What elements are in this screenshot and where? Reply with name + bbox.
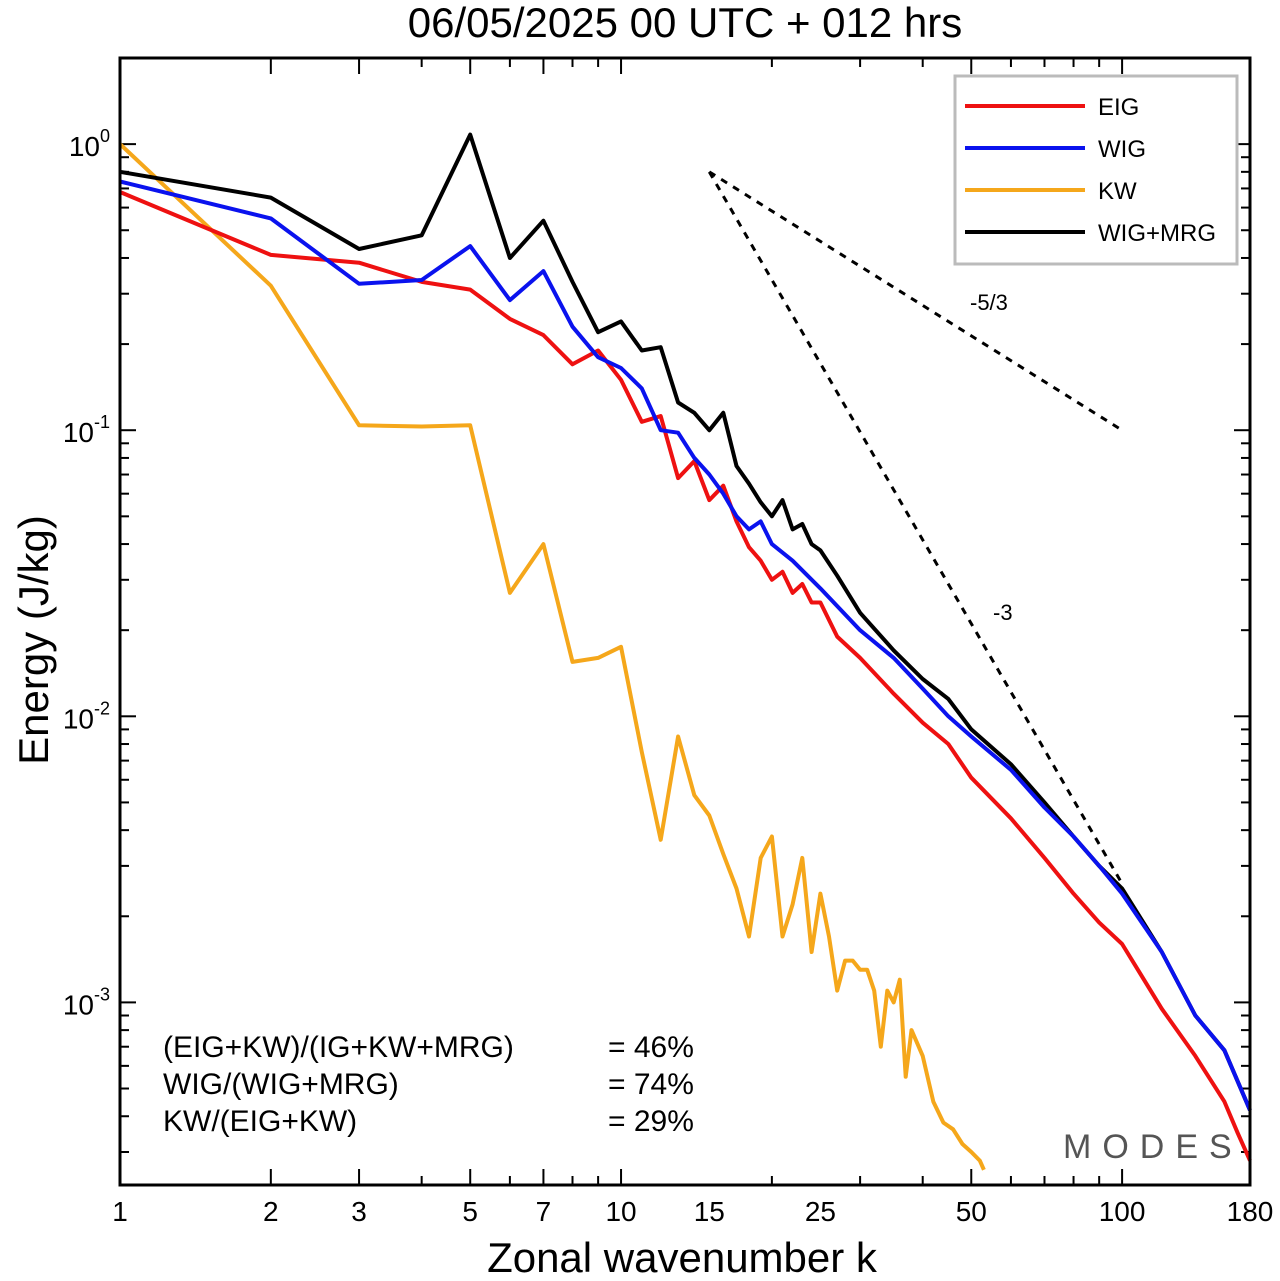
data-series bbox=[118, 132, 1252, 1171]
ratio-value: = 46% bbox=[608, 1031, 694, 1064]
slope-reference-lines: -5/3 -3 bbox=[707, 170, 1124, 885]
x-tick-label: 25 bbox=[805, 1196, 836, 1227]
y-tick-label: 10-2 bbox=[63, 698, 110, 734]
legend-label: EIG bbox=[1098, 94, 1139, 121]
legend-label: WIG+MRG bbox=[1098, 220, 1216, 247]
slope-label: -5/3 bbox=[970, 290, 1008, 315]
series-line-eig bbox=[119, 190, 1252, 1162]
x-tick-label: 10 bbox=[605, 1196, 636, 1227]
legend: EIG WIG KW WIG+MRG bbox=[953, 74, 1239, 266]
y-tick-label: 10-3 bbox=[63, 984, 110, 1020]
x-axis-label: Zonal wavenumber k bbox=[487, 1234, 878, 1281]
x-tick-label: 1 bbox=[112, 1196, 128, 1227]
x-tick-label: 5 bbox=[462, 1196, 478, 1227]
series-line-wig bbox=[119, 179, 1252, 1111]
slope-line bbox=[707, 171, 1124, 885]
x-tick-label: 2 bbox=[263, 1196, 279, 1227]
x-tick-label: 50 bbox=[956, 1196, 987, 1227]
series-line-kw bbox=[118, 142, 986, 1171]
y-tick-label: 100 bbox=[69, 126, 110, 162]
ratio-value: = 29% bbox=[608, 1105, 694, 1138]
modes-watermark: MODES bbox=[1063, 1128, 1243, 1166]
x-tick-label: 15 bbox=[694, 1196, 725, 1227]
y-axis-label: Energy (J/kg) bbox=[10, 515, 57, 765]
series-line-wig-mrg bbox=[119, 132, 1252, 1111]
ratio-value: = 74% bbox=[608, 1068, 694, 1101]
slope-line bbox=[708, 170, 1123, 432]
axis-ticks: 1 2 3 5 7 10 15 25 50 100 180 100 10-1 10-2 10-3 bbox=[63, 57, 1274, 1227]
ratio-label: WIG/(WIG+MRG) bbox=[163, 1068, 399, 1101]
x-tick-label: 180 bbox=[1227, 1196, 1274, 1227]
ratio-label: KW/(EIG+KW) bbox=[163, 1105, 357, 1138]
x-tick-label: 100 bbox=[1099, 1196, 1146, 1227]
legend-label: KW bbox=[1098, 178, 1137, 205]
slope-label: -3 bbox=[993, 600, 1013, 625]
ratio-annotations: (EIG+KW)/(IG+KW+MRG) = 46% WIG/(WIG+MRG) = … bbox=[163, 1031, 694, 1138]
y-tick-label: 10-1 bbox=[63, 412, 110, 448]
chart-title: 06/05/2025 00 UTC + 012 hrs bbox=[408, 0, 963, 46]
x-tick-label: 3 bbox=[351, 1196, 367, 1227]
x-tick-label: 7 bbox=[536, 1196, 552, 1227]
ratio-label: (EIG+KW)/(IG+KW+MRG) bbox=[163, 1031, 514, 1064]
legend-label: WIG bbox=[1098, 136, 1146, 163]
plot-frame bbox=[118, 56, 1252, 1187]
